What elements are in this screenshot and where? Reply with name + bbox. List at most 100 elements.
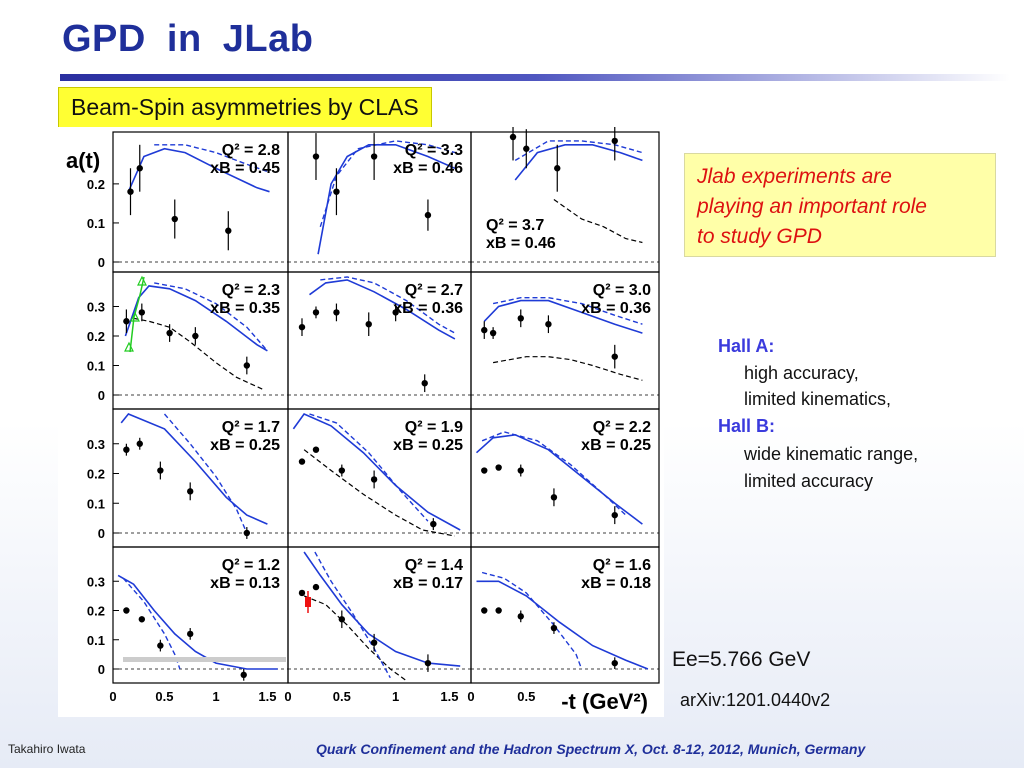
- xb-label: xB = 0.36: [393, 300, 463, 317]
- theory-curve-blue-dashed: [481, 571, 583, 670]
- q2-label: Q² = 2.8: [222, 142, 280, 159]
- note-box: Jlab experiments are playing an importan…: [684, 153, 996, 257]
- x-tick-label: 0.5: [333, 689, 351, 704]
- y-tick-label: 0: [98, 662, 105, 677]
- y-tick-label: 0.2: [87, 329, 105, 344]
- theory-curve-blue-solid: [117, 574, 278, 670]
- hall-a-green-curve: [129, 276, 145, 353]
- y-tick-label: 0.1: [87, 633, 105, 648]
- data-point: [489, 329, 497, 337]
- data-point: [611, 511, 618, 519]
- footer-conference: Quark Confinement and the Hadron Spectru…: [316, 741, 866, 757]
- data-point: [138, 309, 146, 316]
- q2-label: Q² = 2.3: [222, 282, 280, 299]
- data-point: [424, 659, 432, 667]
- x-tick-label: 1: [212, 689, 219, 704]
- y-tick-label: 0: [98, 255, 105, 270]
- data-point: [157, 642, 164, 649]
- theory-curve-blue-dashed: [154, 282, 268, 352]
- q2-label: Q² = 1.2: [222, 557, 280, 574]
- hall-a-line-1: high accuracy,: [744, 363, 859, 383]
- xb-label: xB = 0.13: [210, 575, 280, 592]
- xb-label: xB = 0.36: [581, 300, 651, 317]
- hall-a-green-marker: [130, 311, 140, 322]
- theory-curve-blue-dashed: [492, 297, 643, 325]
- q2-label: Q² = 1.9: [405, 419, 463, 436]
- title-underline: [60, 74, 1010, 81]
- y-tick-label: 0: [98, 388, 105, 403]
- note-line-2: playing an important role: [697, 195, 927, 218]
- q2-label: Q² = 1.4: [405, 557, 463, 574]
- data-point: [138, 616, 146, 623]
- data-point: [243, 529, 251, 537]
- data-point: [509, 133, 517, 141]
- hall-a-green-marker: [124, 341, 134, 352]
- y-tick-label: 0.3: [87, 437, 105, 452]
- x-tick-label: 0: [109, 689, 116, 704]
- data-point: [370, 476, 378, 483]
- q2-label: Q² = 1.6: [593, 557, 651, 574]
- data-point: [157, 467, 164, 474]
- hall-b-line-2: limited accuracy: [744, 471, 874, 491]
- data-point: [123, 446, 130, 453]
- data-point: [243, 362, 251, 369]
- data-point: [392, 309, 399, 316]
- note-line-1: Jlab experiments are: [697, 165, 892, 188]
- y-tick-label: 0.1: [87, 216, 105, 231]
- x-tick-label: 0.5: [517, 689, 535, 704]
- hall-b-title: Hall B:: [718, 416, 776, 436]
- xb-label: xB = 0.25: [581, 437, 651, 454]
- data-point: [312, 583, 320, 591]
- theory-curve-blue-dashed: [309, 413, 429, 522]
- data-point: [136, 440, 143, 447]
- data-point: [187, 630, 194, 638]
- y-tick-label: 0.2: [87, 177, 105, 192]
- q2-label: Q² = 3.7: [486, 217, 544, 234]
- data-point: [550, 494, 558, 501]
- data-point: [517, 315, 524, 322]
- data-point: [187, 488, 194, 495]
- data-point: [298, 458, 306, 465]
- y-tick-label: 0.1: [87, 359, 105, 374]
- data-point: [240, 671, 247, 679]
- hall-a-green-marker: [137, 275, 147, 286]
- theory-curve-blue-solid: [483, 299, 643, 334]
- theory-curve-black-dashed: [303, 595, 407, 682]
- y-axis-label: a(t): [66, 148, 100, 173]
- data-point: [424, 211, 432, 219]
- y-tick-label: 0: [98, 526, 105, 541]
- x-tick-label: 1.5: [258, 689, 276, 704]
- data-point: [298, 589, 306, 597]
- data-point: [550, 624, 558, 632]
- theory-curve-blue-dashed: [314, 551, 391, 679]
- data-point: [192, 332, 199, 340]
- arxiv-reference: arXiv:1201.0440v2: [680, 690, 831, 710]
- data-point: [312, 446, 320, 453]
- y-tick-label: 0.1: [87, 496, 105, 511]
- data-point: [171, 215, 178, 223]
- theory-curve-black-dashed: [553, 199, 643, 244]
- subtitle: Beam-Spin asymmetries by CLAS: [58, 87, 432, 128]
- theory-curve-blue-solid: [127, 147, 270, 193]
- author: Takahiro Iwata: [8, 742, 86, 756]
- theory-curve-blue-solid: [309, 279, 456, 340]
- xb-label: xB = 0.35: [210, 300, 280, 317]
- data-point: [611, 353, 618, 360]
- x-tick-label: 0: [284, 689, 291, 704]
- theory-curve-blue-solid: [475, 433, 643, 525]
- q2-label: Q² = 3.0: [593, 282, 651, 299]
- data-point: [365, 321, 372, 328]
- q2-label: Q² = 2.7: [405, 282, 463, 299]
- hall-a-line-2: limited kinematics,: [744, 389, 892, 409]
- data-point: [523, 145, 530, 152]
- data-point: [136, 165, 143, 172]
- data-point: [481, 326, 488, 334]
- data-point: [611, 659, 618, 667]
- data-point: [333, 188, 340, 195]
- data-point: [123, 318, 130, 325]
- data-point: [370, 153, 378, 160]
- data-point: [481, 467, 488, 474]
- q2-label: Q² = 1.7: [222, 419, 280, 436]
- data-point: [127, 188, 134, 195]
